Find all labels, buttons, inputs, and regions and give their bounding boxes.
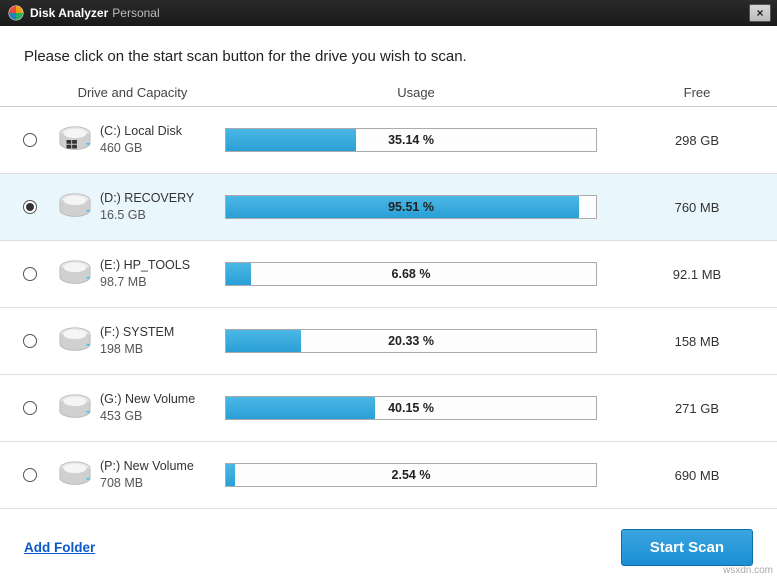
usage-bar: 35.14 % xyxy=(225,128,597,152)
drive-icon xyxy=(50,325,100,357)
footer: Add Folder Start Scan xyxy=(0,517,777,577)
drive-size: 198 MB xyxy=(100,341,215,359)
usage-cell: 95.51 % xyxy=(215,195,617,219)
drive-icon xyxy=(50,459,100,491)
drive-radio-cell xyxy=(10,133,50,147)
usage-label: 2.54 % xyxy=(226,464,596,486)
drive-row[interactable]: (C:) Local Disk460 GB 35.14 % 298 GB xyxy=(0,107,777,174)
drive-info: (P:) New Volume708 MB xyxy=(100,458,215,493)
usage-label: 40.15 % xyxy=(226,397,596,419)
drive-radio-cell xyxy=(10,334,50,348)
usage-cell: 40.15 % xyxy=(215,396,617,420)
drive-size: 16.5 GB xyxy=(100,207,215,225)
drive-size: 453 GB xyxy=(100,408,215,426)
instruction-text: Please click on the start scan button fo… xyxy=(0,26,777,79)
drive-row[interactable]: (F:) SYSTEM198 MB 20.33 % 158 MB xyxy=(0,308,777,375)
drive-radio-cell xyxy=(10,267,50,281)
add-folder-link[interactable]: Add Folder xyxy=(24,540,95,555)
drive-radio[interactable] xyxy=(23,468,37,482)
app-title: Disk Analyzer xyxy=(30,6,108,20)
drive-radio-cell xyxy=(10,200,50,214)
titlebar: Disk Analyzer Personal × xyxy=(0,0,777,26)
header-usage: Usage xyxy=(215,85,617,100)
header-drive: Drive and Capacity xyxy=(50,85,215,100)
app-edition: Personal xyxy=(112,6,159,20)
usage-label: 20.33 % xyxy=(226,330,596,352)
drive-radio[interactable] xyxy=(23,267,37,281)
header-free: Free xyxy=(617,85,777,100)
drive-size: 98.7 MB xyxy=(100,274,215,292)
drive-icon xyxy=(50,191,100,223)
drive-name: (G:) New Volume xyxy=(100,391,215,409)
drive-radio[interactable] xyxy=(23,401,37,415)
column-headers: Drive and Capacity Usage Free xyxy=(0,79,777,107)
usage-bar: 95.51 % xyxy=(225,195,597,219)
drive-radio-cell xyxy=(10,401,50,415)
drive-size: 460 GB xyxy=(100,140,215,158)
drive-name: (D:) RECOVERY xyxy=(100,190,215,208)
free-space: 158 MB xyxy=(617,334,777,349)
drive-name: (E:) HP_TOOLS xyxy=(100,257,215,275)
free-space: 271 GB xyxy=(617,401,777,416)
usage-label: 6.68 % xyxy=(226,263,596,285)
usage-bar: 6.68 % xyxy=(225,262,597,286)
usage-cell: 2.54 % xyxy=(215,463,617,487)
usage-cell: 35.14 % xyxy=(215,128,617,152)
usage-cell: 6.68 % xyxy=(215,262,617,286)
free-space: 760 MB xyxy=(617,200,777,215)
usage-cell: 20.33 % xyxy=(215,329,617,353)
drive-radio[interactable] xyxy=(23,200,37,214)
drive-icon xyxy=(50,392,100,424)
drive-row[interactable]: (P:) New Volume708 MB 2.54 % 690 MB xyxy=(0,442,777,509)
drive-size: 708 MB xyxy=(100,475,215,493)
usage-label: 95.51 % xyxy=(226,196,596,218)
watermark: wsxdn.com xyxy=(723,565,773,576)
drive-list: (C:) Local Disk460 GB 35.14 % 298 GB (D:) R… xyxy=(0,107,777,509)
drive-icon xyxy=(50,124,100,156)
drive-row[interactable]: (D:) RECOVERY16.5 GB 95.51 % 760 MB xyxy=(0,174,777,241)
drive-name: (F:) SYSTEM xyxy=(100,324,215,342)
drive-name: (C:) Local Disk xyxy=(100,123,215,141)
content-area: Please click on the start scan button fo… xyxy=(0,26,777,577)
drive-radio-cell xyxy=(10,468,50,482)
free-space: 690 MB xyxy=(617,468,777,483)
usage-label: 35.14 % xyxy=(226,129,596,151)
drive-radio[interactable] xyxy=(23,334,37,348)
close-icon: × xyxy=(756,6,763,20)
drive-name: (P:) New Volume xyxy=(100,458,215,476)
drive-info: (F:) SYSTEM198 MB xyxy=(100,324,215,359)
usage-bar: 2.54 % xyxy=(225,463,597,487)
drive-icon xyxy=(50,258,100,290)
drive-radio[interactable] xyxy=(23,133,37,147)
usage-bar: 40.15 % xyxy=(225,396,597,420)
drive-row[interactable]: (E:) HP_TOOLS98.7 MB 6.68 % 92.1 MB xyxy=(0,241,777,308)
usage-bar: 20.33 % xyxy=(225,329,597,353)
drive-info: (G:) New Volume453 GB xyxy=(100,391,215,426)
drive-row[interactable]: (G:) New Volume453 GB 40.15 % 271 GB xyxy=(0,375,777,442)
close-button[interactable]: × xyxy=(749,4,771,22)
drive-info: (E:) HP_TOOLS98.7 MB xyxy=(100,257,215,292)
start-scan-button[interactable]: Start Scan xyxy=(621,529,753,566)
free-space: 92.1 MB xyxy=(617,267,777,282)
free-space: 298 GB xyxy=(617,133,777,148)
drive-info: (D:) RECOVERY16.5 GB xyxy=(100,190,215,225)
drive-info: (C:) Local Disk460 GB xyxy=(100,123,215,158)
app-icon xyxy=(8,5,24,21)
